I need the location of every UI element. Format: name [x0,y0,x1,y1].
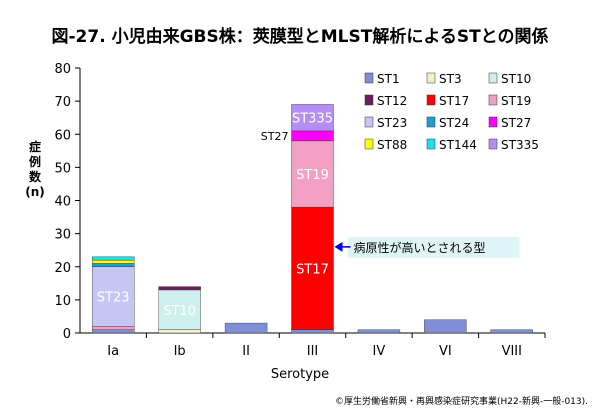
legend-label-ST144: ST144 [439,138,477,152]
y-axis-label-char: 例 [28,155,41,169]
bar-segment-Ib-ST3 [158,329,201,334]
legend-label-ST19: ST19 [501,94,531,108]
legend-label-ST12: ST12 [377,94,407,108]
bar-segment-Ib-ST12 [158,286,201,291]
legend-swatch-ST27 [488,116,498,128]
bar-segment-III-ST1 [291,329,334,334]
bar-segment-III-ST335 [291,104,334,132]
bar-segment-Ia-ST1 [92,329,135,334]
y-tick-label: 40 [54,195,71,210]
segment-label-ST17: ST17 [296,262,329,277]
legend-label-ST17: ST17 [439,94,469,108]
bar-segment-III-ST19 [291,140,334,208]
annotation-side-label: ST27 [261,130,289,143]
legend-label-ST23: ST23 [377,116,407,130]
y-tick-label: 50 [54,161,71,176]
x-axis-label: Serotype [270,367,330,382]
y-tick-label: 10 [54,294,71,309]
legend-swatch-ST12 [364,94,374,106]
legend-swatch-ST1 [364,72,374,84]
legend-swatch-ST19 [488,94,498,106]
segment-label-ST19: ST19 [296,168,329,183]
y-tick-label: 60 [54,128,71,143]
legend-swatch-ST17 [426,94,436,106]
segment-label-ST335: ST335 [292,112,333,127]
chart-title: 図-27. 小児由来GBS株：莢膜型とMLST解析によるSTとの関係 [51,27,549,47]
x-tick-label: VIII [502,344,522,359]
bar-segment-VI-ST1 [424,319,467,334]
legend-swatch-ST88 [364,138,374,150]
legend-label-ST10: ST10 [501,72,531,86]
y-tick-label: 70 [54,95,71,110]
legend-swatch-ST23 [364,116,374,128]
x-tick-label: II [242,344,250,359]
legend-label-ST88: ST88 [377,138,407,152]
callout-text: 病原性が高いとされる型 [354,240,486,255]
bar-segment-Ia-ST144 [92,256,135,261]
bar-segment-Ia-ST24 [92,263,135,267]
x-tick-label: Ib [174,344,186,359]
bar-segment-Ib-ST10 [158,289,201,330]
callout-box [347,236,520,258]
y-tick-label: 20 [54,261,71,276]
y-tick-label: 80 [54,62,71,77]
y-axis-label-char: 数 [28,170,41,184]
legend-swatch-ST10 [488,72,498,84]
callout-arrow-head [334,241,343,252]
legend-label-ST1: ST1 [377,72,400,86]
bar-segment-II-ST1 [224,322,268,334]
segment-label-ST23: ST23 [97,291,130,306]
legend-swatch-ST144 [426,138,436,150]
copyright-note: ©厚生労働省新興・再興感染症研究事業(H22-新興-一般-013). [334,397,588,407]
x-tick-label: VI [439,344,452,359]
bar-segment-Ia-ST88 [92,259,135,264]
legend-label-ST335: ST335 [501,138,539,152]
legend-swatch-ST24 [426,116,436,128]
legend-label-ST3: ST3 [439,72,462,86]
bar-segment-Ia-ST23 [92,266,135,327]
y-tick-label: 30 [54,228,71,243]
legend-label-ST24: ST24 [439,116,469,130]
bar-segment-IV-ST1 [357,329,401,334]
legend-swatch-ST3 [426,72,436,84]
y-tick-label: 0 [63,327,71,342]
bar-segment-III-ST27 [291,130,334,142]
legend-label-ST27: ST27 [501,116,531,130]
x-tick-label: III [307,344,319,359]
bar-segment-Ia-ST19 [92,326,135,330]
y-axis-label: 症 例 数 (n) [24,140,46,200]
bar-segment-VIII-ST1 [490,329,533,334]
x-tick-label: Ia [107,344,119,359]
segment-label-ST10: ST10 [163,304,196,319]
x-tick-label: IV [373,344,386,359]
y-axis-label-char: 症 [28,140,41,154]
y-axis-label-char: (n) [25,185,45,199]
legend-swatch-ST335 [488,138,498,150]
